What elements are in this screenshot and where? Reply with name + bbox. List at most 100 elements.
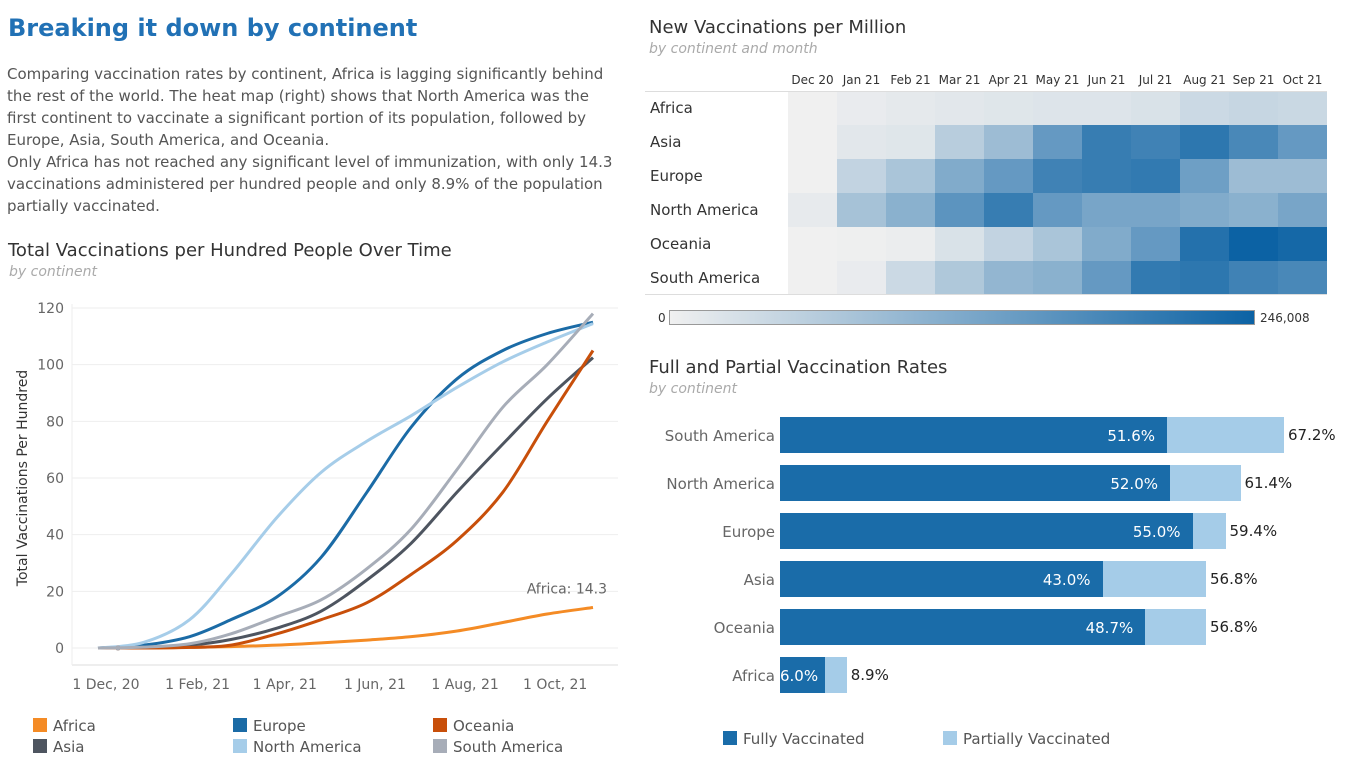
heatmap-cell[interactable]: [788, 159, 837, 193]
heatmap-cell[interactable]: [935, 159, 984, 193]
heatmap-column-label: Jun 21: [1087, 73, 1126, 87]
scale-max-label: 246,008: [1260, 311, 1310, 325]
bar-fully-africa[interactable]: [780, 657, 825, 693]
bar-partial-value-label: 56.8%: [1210, 570, 1258, 588]
heatmap-cell[interactable]: [1082, 159, 1131, 193]
heatmap-cell[interactable]: [886, 91, 935, 125]
heatmap-cell[interactable]: [1180, 125, 1229, 159]
heatmap-cell[interactable]: [1131, 193, 1180, 227]
scale-min-label: 0: [658, 311, 666, 325]
heatmap-cell[interactable]: [1180, 91, 1229, 125]
heatmap-cell[interactable]: [1131, 261, 1180, 295]
heatmap-cell[interactable]: [1278, 159, 1327, 193]
line-series-oceania[interactable]: [97, 349, 595, 650]
heatmap-cell[interactable]: [984, 193, 1033, 227]
heatmap-cell[interactable]: [935, 193, 984, 227]
line-series-north-america[interactable]: [97, 322, 594, 650]
heatmap-cell[interactable]: [886, 125, 935, 159]
heatmap-cell[interactable]: [837, 193, 886, 227]
heatmap-cell[interactable]: [1229, 91, 1278, 125]
heatmap-cell[interactable]: [984, 227, 1033, 261]
heatmap-cell[interactable]: [788, 261, 837, 295]
heatmap-cell[interactable]: [984, 91, 1033, 125]
heatmap-cell[interactable]: [1131, 91, 1180, 125]
heatmap-cell[interactable]: [1229, 159, 1278, 193]
legend-item-south-america[interactable]: South America: [433, 738, 563, 756]
legend-item-north-america[interactable]: North America: [233, 738, 362, 756]
heatmap-cell[interactable]: [935, 91, 984, 125]
line-series-asia[interactable]: [97, 356, 595, 650]
heatmap-cell[interactable]: [1033, 91, 1082, 125]
bar-fully-south-america[interactable]: [780, 417, 1167, 453]
heatmap-cell[interactable]: [788, 91, 837, 125]
heatmap-cell[interactable]: [1082, 193, 1131, 227]
heatmap-cell[interactable]: [1033, 193, 1082, 227]
heatmap-cell[interactable]: [1131, 227, 1180, 261]
heatmap-cell[interactable]: [1278, 227, 1327, 261]
heatmap-cell[interactable]: [837, 261, 886, 295]
heatmap-cell[interactable]: [837, 159, 886, 193]
heatmap-cell[interactable]: [1278, 261, 1327, 295]
legend-item-asia[interactable]: Asia: [33, 738, 84, 756]
heatmap-cell[interactable]: [935, 227, 984, 261]
heatmap-cell[interactable]: [1229, 193, 1278, 227]
heatmap-cell[interactable]: [1082, 125, 1131, 159]
heatmap-cell[interactable]: [1180, 193, 1229, 227]
heatmap-column-label: Feb 21: [890, 73, 931, 87]
legend-item-africa[interactable]: Africa: [33, 717, 96, 735]
line-start-point-south-america: [115, 645, 121, 651]
heatmap-cell[interactable]: [788, 125, 837, 159]
bar-fully-oceania[interactable]: [780, 609, 1146, 645]
heatmap-cell[interactable]: [788, 227, 837, 261]
heatmap-cell[interactable]: [1180, 227, 1229, 261]
x-tick-label: 1 Oct, 21: [523, 677, 587, 693]
bar-fully-value-label: 51.6%: [1107, 427, 1155, 445]
heatmap-cell[interactable]: [1180, 261, 1229, 295]
bar-category-label: North America: [666, 475, 775, 493]
heatmap-cell[interactable]: [1131, 159, 1180, 193]
line-series-south-america[interactable]: [97, 312, 595, 650]
heatmap-cell[interactable]: [886, 227, 935, 261]
heatmap-cell[interactable]: [1033, 261, 1082, 295]
bar-fully-asia[interactable]: [780, 561, 1103, 597]
intro-text: Comparing vaccination rates by continent…: [7, 63, 617, 217]
heatmap-cell[interactable]: [837, 125, 886, 159]
heatmap-cell[interactable]: [837, 227, 886, 261]
heatmap-cell[interactable]: [1082, 227, 1131, 261]
heatmap-cell[interactable]: [886, 193, 935, 227]
y-tick-label: 120: [37, 301, 64, 317]
legend-item-oceania[interactable]: Oceania: [433, 717, 514, 735]
heatmap-cell[interactable]: [1033, 125, 1082, 159]
heatmap-cell[interactable]: [935, 125, 984, 159]
heatmap-cell[interactable]: [984, 125, 1033, 159]
legend-item-europe[interactable]: Europe: [233, 717, 306, 735]
heatmap-row-label: Asia: [650, 133, 682, 151]
heatmap-cell[interactable]: [1229, 125, 1278, 159]
bar-fully-europe[interactable]: [780, 513, 1193, 549]
heatmap-cell[interactable]: [788, 193, 837, 227]
heatmap-cell[interactable]: [837, 91, 886, 125]
heatmap-cell[interactable]: [886, 159, 935, 193]
heatmap-column-label: Dec 20: [791, 73, 834, 87]
heatmap-cell[interactable]: [1180, 159, 1229, 193]
heatmap-cell[interactable]: [1033, 159, 1082, 193]
heatmap-cell[interactable]: [1229, 261, 1278, 295]
heatmap-cell[interactable]: [935, 261, 984, 295]
y-tick-label: 40: [46, 528, 64, 544]
heatmap-cell[interactable]: [1131, 125, 1180, 159]
heatmap-cell[interactable]: [984, 159, 1033, 193]
heatmap-cell[interactable]: [886, 261, 935, 295]
heatmap-cell[interactable]: [1278, 91, 1327, 125]
legend-item-fully[interactable]: Fully Vaccinated: [723, 730, 865, 748]
heatmap-cell[interactable]: [1278, 125, 1327, 159]
heatmap-cell[interactable]: [1082, 91, 1131, 125]
line-series-europe[interactable]: [97, 320, 594, 650]
heatmap-cell[interactable]: [1082, 261, 1131, 295]
heatmap-cell[interactable]: [1278, 193, 1327, 227]
heatmap-cell[interactable]: [1229, 227, 1278, 261]
heatmap-cell[interactable]: [984, 261, 1033, 295]
bar-fully-north-america[interactable]: [780, 465, 1170, 501]
legend-item-partial[interactable]: Partially Vaccinated: [943, 730, 1110, 748]
legend-label-oceania: Oceania: [453, 717, 515, 735]
heatmap-cell[interactable]: [1033, 227, 1082, 261]
